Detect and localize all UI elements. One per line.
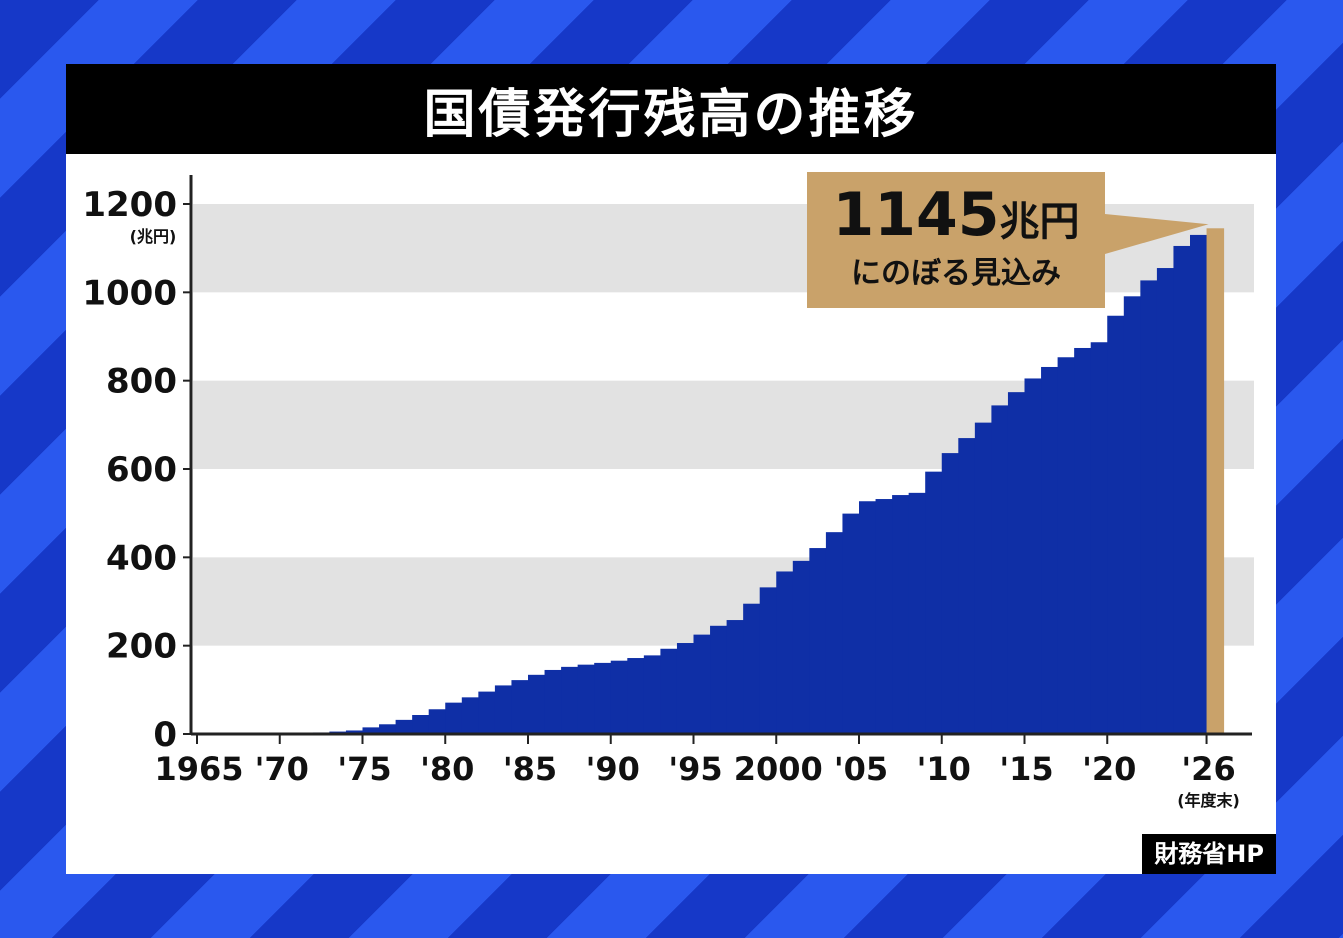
bar	[825, 532, 844, 734]
bar	[792, 560, 810, 734]
x-tick-label: '75	[337, 750, 391, 788]
callout-note: にのぼる見込み	[851, 256, 1061, 291]
bar	[627, 658, 645, 734]
x-tick-label: '70	[255, 750, 309, 788]
bar	[1057, 357, 1075, 734]
callout-pointer	[1105, 214, 1209, 254]
bar	[743, 603, 761, 734]
y-tick-label: 1000	[82, 273, 177, 313]
bar	[445, 702, 463, 734]
highlight-bar	[1206, 228, 1225, 734]
bar	[1074, 347, 1092, 734]
callout-value: 1145兆円	[807, 182, 1105, 255]
callout-unit: 兆円	[999, 199, 1080, 245]
bar	[908, 492, 926, 734]
bar	[958, 438, 976, 734]
y-tick-label: 800	[106, 362, 177, 402]
x-tick-label: '85	[503, 750, 557, 788]
x-tick-label: '15	[999, 750, 1053, 788]
bar	[1107, 315, 1125, 734]
bar	[577, 664, 595, 734]
bar	[1190, 234, 1208, 734]
bar	[776, 571, 794, 734]
y-tick-label: 1200	[82, 185, 177, 225]
bar	[362, 727, 380, 734]
forecast-callout: 1145兆円 にのぼる見込み	[807, 172, 1105, 308]
bar	[412, 715, 430, 734]
bar	[676, 643, 695, 734]
y-unit-label: (兆円)	[130, 227, 177, 246]
bar	[428, 709, 446, 734]
bar	[1156, 268, 1175, 734]
x-tick-label: '05	[834, 750, 888, 788]
x-tick-label: '10	[917, 750, 971, 788]
bar	[842, 513, 860, 734]
bar	[759, 587, 777, 734]
bar	[345, 730, 364, 734]
x-tick-label: 2000	[734, 750, 823, 788]
chart-title: 国債発行残高の推移	[66, 64, 1276, 154]
y-tick-label: 400	[106, 538, 177, 578]
bar	[991, 405, 1009, 734]
bar	[395, 719, 413, 734]
bar	[726, 620, 744, 734]
bar	[494, 685, 513, 734]
y-tick-label: 200	[106, 627, 177, 667]
bar	[1090, 342, 1108, 734]
bar	[379, 724, 397, 734]
x-tick-label: 1965	[154, 750, 243, 788]
bar	[1140, 280, 1158, 734]
x-tick-label: '90	[586, 750, 640, 788]
bar	[693, 634, 711, 734]
bar	[511, 680, 529, 734]
y-tick-label: 600	[106, 450, 177, 490]
bar	[974, 422, 992, 734]
x-tick-label: '20	[1082, 750, 1136, 788]
bar	[660, 648, 678, 734]
bar	[1173, 245, 1191, 735]
bar	[643, 655, 661, 734]
bar	[809, 548, 827, 734]
bar	[1123, 296, 1141, 734]
callout-number: 1145	[832, 180, 1000, 250]
bar	[941, 453, 959, 734]
bar	[892, 495, 910, 734]
bar	[859, 501, 877, 734]
chart-panel: 国債発行残高の推移 0 200 400 600 800 1000 1200 (兆円) 1965 '…	[66, 64, 1276, 874]
bar	[461, 697, 479, 734]
x-tick-label: '26	[1181, 750, 1235, 788]
bar	[1041, 366, 1059, 734]
bar-chart: 0 200 400 600 800 1000 1200 (兆円) 1965 '70 '75 '80 '8…	[82, 175, 1254, 810]
y-tick-label: 0	[153, 715, 177, 755]
bar	[610, 660, 628, 734]
bar	[1024, 378, 1042, 734]
source-label: 財務省HP	[1142, 834, 1276, 874]
bar	[710, 625, 728, 734]
bar	[528, 674, 546, 734]
bar	[561, 666, 579, 734]
bar	[594, 662, 612, 734]
x-tick-label: '95	[668, 750, 722, 788]
x-tick-label: '80	[420, 750, 474, 788]
bar	[544, 669, 562, 734]
bar	[1007, 392, 1026, 734]
bar	[478, 691, 496, 734]
bar	[875, 499, 893, 734]
bar	[925, 471, 943, 734]
x-unit-label: (年度末)	[1177, 791, 1240, 810]
